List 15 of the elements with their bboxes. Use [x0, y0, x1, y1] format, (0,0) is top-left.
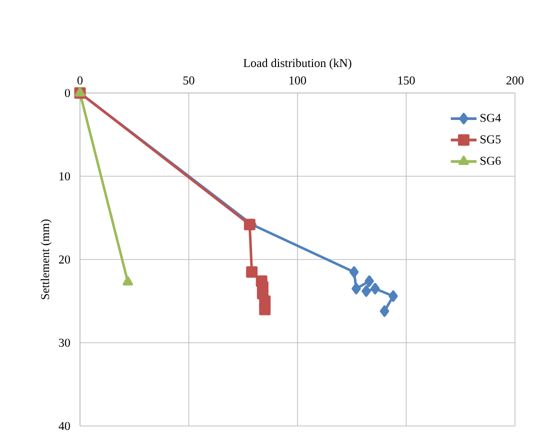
y-tick-label: 40	[58, 422, 70, 430]
y-tick-label: 30	[59, 338, 70, 347]
x-axis-title: Load distribution (kN)	[244, 58, 352, 70]
y-tick-label: 0	[64, 88, 70, 98]
y-tick-label: 10	[60, 172, 70, 180]
y-axis-title: Settlement (mm)	[40, 220, 52, 300]
legend-label: SG6	[480, 156, 501, 165]
legend-label: SG5	[480, 135, 501, 144]
x-tick-label: 200	[506, 76, 524, 84]
x-tick-label: 50	[183, 76, 194, 84]
x-tick-label: 0	[77, 76, 83, 84]
x-tick-label: 100	[290, 76, 306, 84]
y-tick-label: 20	[59, 255, 70, 264]
x-tick-label: 150	[398, 76, 415, 84]
legend-label: SG4	[480, 114, 501, 122]
